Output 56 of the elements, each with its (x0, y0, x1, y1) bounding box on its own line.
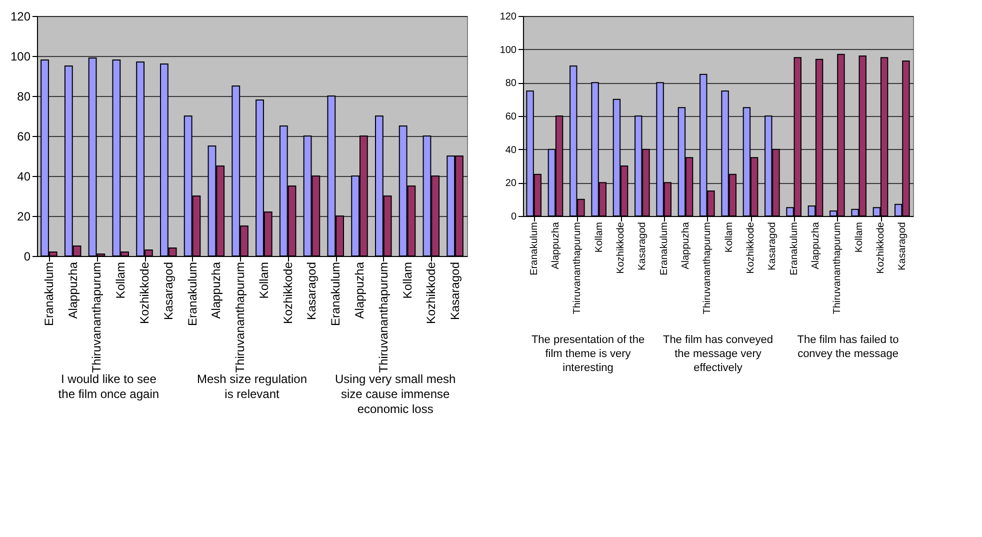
y-tick-label: 80 (505, 78, 517, 90)
x-tick-label: Kollam (724, 222, 735, 253)
x-tick-label: Thiruvananthapurum (376, 262, 390, 373)
y-tick-label: 60 (17, 130, 31, 144)
x-tick-label: Alappuzha (550, 222, 562, 270)
x-tick-label: Kozhikkode (876, 222, 886, 274)
x-tick-label: Eranakulum (328, 262, 343, 326)
y-tick-label: 100 (500, 44, 517, 56)
y-tick-label: 20 (17, 210, 31, 224)
x-tick-label: Kozhikkode (424, 262, 438, 324)
y-tick-label: 40 (17, 170, 31, 184)
y-tick-label: 0 (510, 212, 517, 222)
y-tick-label: 20 (505, 178, 517, 190)
x-tick-label: Thiruvananthapurum (90, 262, 104, 373)
x-tick-label: Eranakulum (528, 222, 540, 276)
x-tick-label: Kasaragod (161, 262, 176, 320)
x-tick-label: Thiruvananthapurum (572, 222, 584, 314)
x-tick-label: Thiruvananthapurum (233, 262, 248, 373)
y-tick-label: 100 (10, 50, 31, 64)
x-tick-label: Kozhikkode (138, 262, 152, 324)
text: The film has conveyed the message very effectively (662, 334, 774, 374)
x-tick-label: Kollam (854, 222, 865, 253)
x-tick-label: Eranakulum (42, 262, 56, 326)
x-tick-label: Kozhikkode (280, 262, 295, 324)
y-tick-label: 120 (10, 10, 31, 24)
text: Mesh size regulation is relevant (196, 372, 308, 401)
y-tick-label: 60 (505, 112, 517, 122)
x-tick-label: Eranakulum (788, 222, 800, 276)
x-tick-label: Kasaragod (448, 262, 462, 320)
x-tick-label: Thiruvananthapurum (832, 222, 844, 314)
x-tick-label: Kollam (594, 222, 605, 253)
text: I would like to see the film once again (58, 372, 160, 401)
y-tick-label: 120 (500, 12, 517, 22)
x-tick-label: Eranakulum (658, 222, 670, 276)
y-tick-label: 40 (505, 144, 517, 156)
x-tick-label: Kasaragod (767, 222, 778, 270)
y-tick-label: 0 (24, 250, 31, 264)
x-tick-label: Alappuzha (680, 222, 692, 270)
x-tick-label: Alappuzha (209, 262, 224, 319)
x-tick-label: Alappuzha (352, 262, 366, 319)
x-tick-label: Kozhikkode (616, 222, 626, 274)
x-tick-label: Kasaragod (897, 222, 908, 270)
x-tick-label: Kasaragod (637, 222, 648, 270)
x-tick-label: Kollam (400, 262, 414, 299)
x-tick-label: Thiruvananthapurum (702, 222, 714, 314)
x-tick-label: Kozhikkode (746, 222, 756, 274)
y-tick-label: 80 (17, 90, 31, 104)
text: The film has failed to convey the message (797, 334, 899, 360)
x-tick-label: Kollam (114, 262, 128, 299)
x-tick-label: Kollam (256, 262, 271, 299)
text: Using very small mesh size cause immense economic loss (334, 372, 456, 416)
text: The presentation of the film theme is very interesting (531, 334, 645, 374)
x-tick-label: Kasaragod (304, 262, 319, 320)
x-tick-label: Eranakulum (185, 262, 200, 326)
x-tick-label: Alappuzha (66, 262, 80, 319)
x-tick-label: Alappuzha (810, 222, 822, 270)
